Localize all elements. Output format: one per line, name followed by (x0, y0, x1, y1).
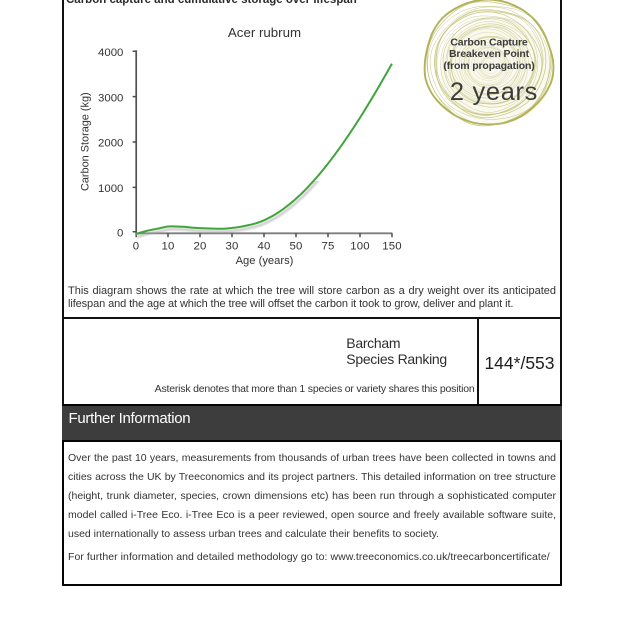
svg-text:75: 75 (321, 241, 334, 253)
svg-text:40: 40 (257, 241, 270, 253)
svg-text:Carbon Storage (kg): Carbon Storage (kg) (80, 92, 92, 191)
svg-text:1000: 1000 (98, 183, 123, 195)
svg-text:50: 50 (289, 241, 302, 253)
svg-text:3000: 3000 (98, 92, 123, 104)
svg-text:0: 0 (133, 241, 140, 253)
svg-text:20: 20 (193, 241, 206, 253)
svg-text:4000: 4000 (98, 47, 123, 59)
svg-text:Acer rubrum: Acer rubrum (228, 25, 301, 40)
svg-text:100: 100 (350, 241, 370, 253)
svg-text:0: 0 (117, 228, 123, 240)
svg-text:2 years: 2 years (450, 78, 538, 106)
svg-text:30: 30 (225, 241, 238, 253)
svg-text:(from propagation): (from propagation) (443, 60, 534, 72)
svg-text:Breakeven Point: Breakeven Point (449, 48, 530, 60)
svg-text:Age (years): Age (years) (236, 255, 294, 267)
svg-text:2000: 2000 (98, 138, 123, 150)
svg-text:Carbon Capture: Carbon Capture (450, 36, 528, 48)
svg-text:10: 10 (161, 241, 174, 253)
svg-text:150: 150 (382, 241, 402, 253)
